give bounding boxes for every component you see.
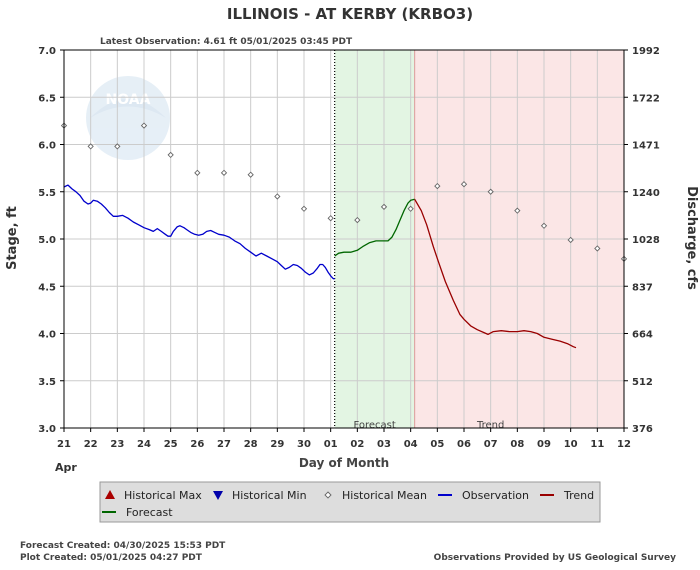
x-tick-label: 03	[377, 439, 391, 450]
noaa-logo-disc	[86, 76, 170, 160]
historical-mean-point	[540, 222, 548, 229]
historical-mean-point	[460, 181, 468, 188]
y2-tick-label: 376	[632, 424, 653, 435]
trend-region-label: Trend	[476, 420, 504, 431]
historical-min-icon	[213, 491, 223, 500]
y2-tick-label: 1992	[632, 46, 660, 57]
y-tick-label: 3.5	[38, 377, 56, 388]
historical-mean-point	[487, 188, 494, 195]
x-tick-label: 04	[404, 439, 418, 450]
x-month-label: Apr	[55, 461, 77, 474]
historical-mean-point	[327, 215, 334, 222]
y-tick-label: 6.5	[38, 93, 56, 104]
y-axis-label: Stage, ft	[5, 206, 20, 270]
y2-tick-label: 837	[632, 282, 653, 293]
data-provider: Observations Provided by US Geological S…	[434, 553, 676, 563]
y2-tick-label: 664	[632, 330, 653, 341]
y2-tick-label: 1028	[632, 235, 660, 246]
legend: Historical Max Historical Min Historical M…	[99, 481, 601, 523]
x-tick-label: 22	[84, 439, 98, 450]
historical-mean-point	[407, 205, 414, 212]
y-tick-label: 4.0	[38, 330, 56, 341]
y-tick-label: 4.5	[38, 282, 56, 293]
y2-tick-label: 1471	[632, 141, 660, 152]
x-tick-label: 21	[57, 439, 71, 450]
x-tick-label: 26	[190, 439, 204, 450]
legend-label: Historical Mean	[342, 489, 427, 502]
legend-label: Trend	[563, 489, 594, 502]
noaa-logo-bird	[90, 99, 166, 118]
historical-mean-point	[594, 245, 601, 252]
y-tick-label: 7.0	[38, 46, 56, 57]
plot-created: Plot Created: 05/01/2025 04:27 PDT	[20, 553, 203, 563]
x-tick-label: 05	[430, 439, 444, 450]
forecast-region-label: Forecast	[354, 420, 396, 431]
chart-title: ILLINOIS - AT KERBY (KRBO3)	[227, 5, 473, 23]
y2-tick-label: 1722	[632, 93, 660, 104]
x-tick-label: 08	[510, 439, 524, 450]
historical-mean-point	[274, 193, 281, 200]
y-tick-label: 5.0	[38, 235, 56, 246]
x-tick-label: 09	[537, 439, 551, 450]
x-tick-label: 25	[164, 439, 178, 450]
historical-mean-point	[354, 216, 361, 224]
y-tick-label: 5.5	[38, 188, 56, 199]
x-tick-label: 02	[350, 439, 364, 450]
historical-mean-point	[300, 205, 308, 212]
historical-mean-point	[220, 169, 228, 176]
plot-area: NOAA Forecast Trend 7.0 6.5 6.0 5.5 5.0 4.5 4.0 3.…	[38, 46, 660, 450]
historical-mean-icon	[324, 491, 332, 499]
x-tick-label: 10	[564, 439, 578, 450]
historical-mean-point	[194, 169, 201, 176]
historical-mean-point	[567, 236, 574, 244]
x-tick-label: 30	[297, 439, 311, 450]
noaa-logo-text: NOAA	[106, 92, 151, 108]
historical-mean-point	[140, 122, 148, 129]
forecast-created: Forecast Created: 04/30/2025 15:53 PDT	[20, 541, 226, 551]
legend-label: Historical Max	[124, 489, 202, 502]
forecast-line	[334, 198, 415, 257]
x-axis-label: Day of Month	[299, 456, 389, 470]
historical-mean-point	[167, 151, 174, 159]
legend-label: Historical Min	[232, 489, 307, 502]
y-tick-label: 6.0	[38, 141, 56, 152]
x-tick-label: 06	[457, 439, 471, 450]
x-tick-label: 29	[270, 439, 284, 450]
x-tick-label: 11	[590, 439, 604, 450]
trend-line	[414, 198, 577, 349]
historical-mean-point	[514, 207, 521, 214]
observation-line	[63, 184, 335, 280]
latest-observation: Latest Observation: 4.61 ft 05/01/2025 0…	[100, 37, 353, 47]
legend-box	[99, 481, 601, 523]
x-tick-label: 01	[324, 439, 338, 450]
y2-tick-label: 1240	[632, 188, 660, 199]
x-tick-label: 23	[110, 439, 124, 450]
historical-mean-point	[87, 143, 94, 150]
x-tick-label: 12	[617, 439, 631, 450]
historical-mean-point	[247, 171, 254, 178]
x-tick-label: 07	[484, 439, 498, 450]
y2-tick-label: 512	[632, 377, 653, 388]
y-tick-label: 3.0	[38, 424, 56, 435]
historical-mean-point	[380, 203, 388, 211]
historical-max-icon	[105, 490, 115, 499]
y2-axis-label: Discharge, cfs	[684, 186, 699, 290]
legend-label: Observation	[462, 489, 529, 502]
x-tick-label: 28	[244, 439, 258, 450]
legend-label: Forecast	[126, 506, 173, 519]
x-tick-label: 24	[137, 439, 151, 450]
x-tick-label: 27	[217, 439, 231, 450]
noaa-logo: NOAA	[86, 76, 170, 160]
historical-mean-point	[434, 182, 441, 190]
historical-mean-point	[114, 143, 121, 150]
